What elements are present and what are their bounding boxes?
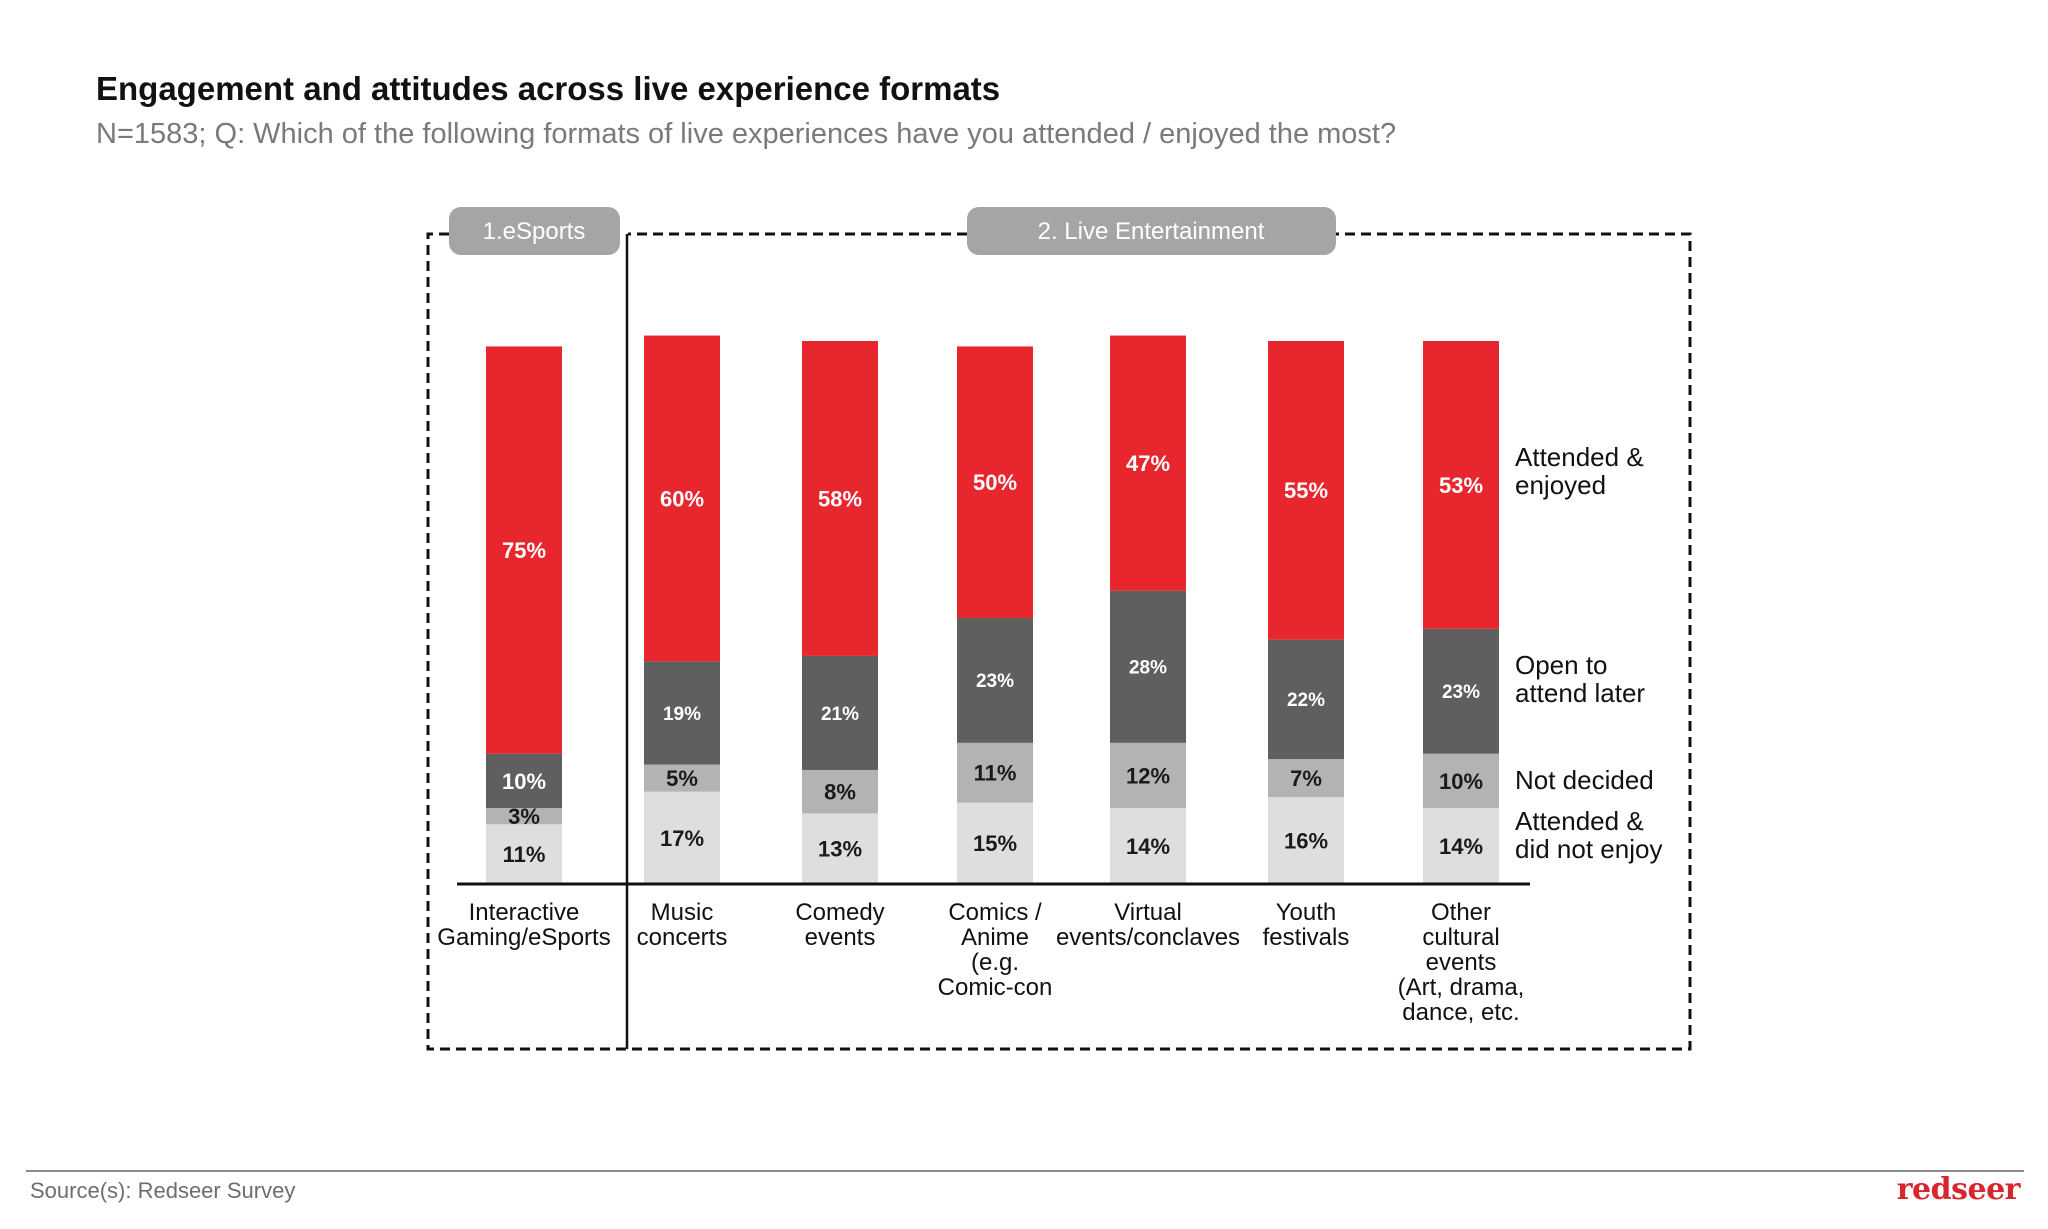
bar-open_later-esports <box>486 753 562 808</box>
label-not_decided-virtual: 12% <box>1126 763 1170 788</box>
group-label-esports: 1.eSports <box>483 218 586 245</box>
label-did_not_enjoy-youth: 16% <box>1284 828 1328 853</box>
value-labels: 11% 3% 10% 75% 17% 5% 19% 60% 13% 8% 21% 58% 15% 11% 2… <box>502 451 1483 867</box>
label-open_later-comedy: 21% <box>821 704 859 725</box>
bar-not_decided-comedy <box>802 769 878 814</box>
bar-attended_enjoyed-music <box>644 335 720 662</box>
label-attended_enjoyed-virtual: 47% <box>1126 451 1170 476</box>
bar-open_later-comics <box>957 617 1033 743</box>
legend-attended_enjoyed: Attended & enjoyed <box>1515 442 1644 500</box>
label-not_decided-esports: 3% <box>508 804 540 829</box>
label-did_not_enjoy-music: 17% <box>660 826 704 851</box>
bar-did_not_enjoy-music <box>644 791 720 884</box>
label-open_later-esports: 10% <box>502 769 546 794</box>
legend-open_later: Open to attend later <box>1515 650 1645 708</box>
bar-open_later-youth <box>1268 639 1344 760</box>
label-not_decided-youth: 7% <box>1290 766 1322 791</box>
bars <box>486 335 1499 884</box>
category-label-music: Music concerts <box>637 899 728 951</box>
label-attended_enjoyed-youth: 55% <box>1284 478 1328 503</box>
source-note: Source(s): Redseer Survey <box>30 1178 296 1203</box>
bar-open_later-comedy <box>802 655 878 770</box>
bar-not_decided-youth <box>1268 759 1344 798</box>
bar-not_decided-comics <box>957 742 1033 803</box>
chart-title: Engagement and attitudes across live exp… <box>96 70 1001 107</box>
label-open_later-other: 23% <box>1442 682 1480 703</box>
label-not_decided-comics: 11% <box>974 761 1017 786</box>
label-open_later-comics: 23% <box>976 671 1014 692</box>
bar-not_decided-music <box>644 764 720 792</box>
bar-attended_enjoyed-youth <box>1268 341 1344 640</box>
legend: Attended & did not enjoy Not decided Open t… <box>1515 442 1662 864</box>
x-axis: Interactive Gaming/eSports Music concerts Co… <box>437 882 1530 1026</box>
bar-did_not_enjoy-comics <box>957 802 1033 884</box>
label-attended_enjoyed-comics: 50% <box>973 470 1017 495</box>
category-label-virtual: Virtual events/conclaves <box>1056 899 1240 951</box>
bar-not_decided-esports <box>486 807 562 825</box>
bar-did_not_enjoy-comedy <box>802 813 878 884</box>
bar-not_decided-other <box>1423 753 1499 808</box>
group-label-live-entertainment: 2. Live Entertainment <box>1038 218 1265 245</box>
bar-open_later-music <box>644 661 720 765</box>
bar-open_later-virtual <box>1110 590 1186 743</box>
group-pill-live-entertainment <box>967 207 1336 255</box>
label-attended_enjoyed-music: 60% <box>660 486 704 511</box>
label-did_not_enjoy-virtual: 14% <box>1126 834 1170 859</box>
category-label-other: Other cultural events (Art, drama, dance, et… <box>1398 899 1525 1026</box>
label-not_decided-other: 10% <box>1439 769 1483 794</box>
label-open_later-virtual: 28% <box>1129 658 1167 679</box>
bar-open_later-other <box>1423 628 1499 754</box>
bar-attended_enjoyed-other <box>1423 341 1499 629</box>
bar-did_not_enjoy-other <box>1423 807 1499 884</box>
legend-not_decided: Not decided <box>1515 765 1654 795</box>
category-label-comedy: Comedy events <box>795 899 884 951</box>
bar-attended_enjoyed-comics <box>957 346 1033 618</box>
brand-logo: redseer <box>1896 1172 2021 1207</box>
chart-subtitle: N=1583; Q: Which of the following format… <box>96 118 1397 150</box>
legend-did_not_enjoy: Attended & did not enjoy <box>1515 806 1662 864</box>
label-did_not_enjoy-comics: 15% <box>973 831 1017 856</box>
label-open_later-youth: 22% <box>1287 690 1325 711</box>
label-attended_enjoyed-comedy: 58% <box>818 486 862 511</box>
bar-attended_enjoyed-virtual <box>1110 335 1186 591</box>
bar-not_decided-virtual <box>1110 742 1186 808</box>
label-attended_enjoyed-other: 53% <box>1439 473 1483 498</box>
group-pill-esports <box>449 207 620 255</box>
bar-attended_enjoyed-esports <box>486 346 562 754</box>
footer-divider <box>26 1170 2024 1172</box>
label-attended_enjoyed-esports: 75% <box>502 538 546 563</box>
label-did_not_enjoy-esports: 11% <box>503 842 546 867</box>
bar-attended_enjoyed-comedy <box>802 341 878 656</box>
label-not_decided-music: 5% <box>666 766 698 791</box>
category-label-youth: Youth festivals <box>1263 899 1350 951</box>
bar-did_not_enjoy-esports <box>486 824 562 884</box>
category-label-comics: Comics / Anime (e.g. Comic-con <box>938 899 1053 1001</box>
label-not_decided-comedy: 8% <box>824 780 856 805</box>
group-frame-border <box>426 232 1692 1051</box>
group-frames: 1.eSports 2. Live Entertainment <box>426 207 1692 1051</box>
bar-did_not_enjoy-virtual <box>1110 807 1186 884</box>
label-open_later-music: 19% <box>663 704 701 725</box>
label-did_not_enjoy-comedy: 13% <box>818 837 862 862</box>
label-did_not_enjoy-other: 14% <box>1439 834 1483 859</box>
category-label-esports: Interactive Gaming/eSports <box>437 899 610 951</box>
bar-did_not_enjoy-youth <box>1268 797 1344 884</box>
